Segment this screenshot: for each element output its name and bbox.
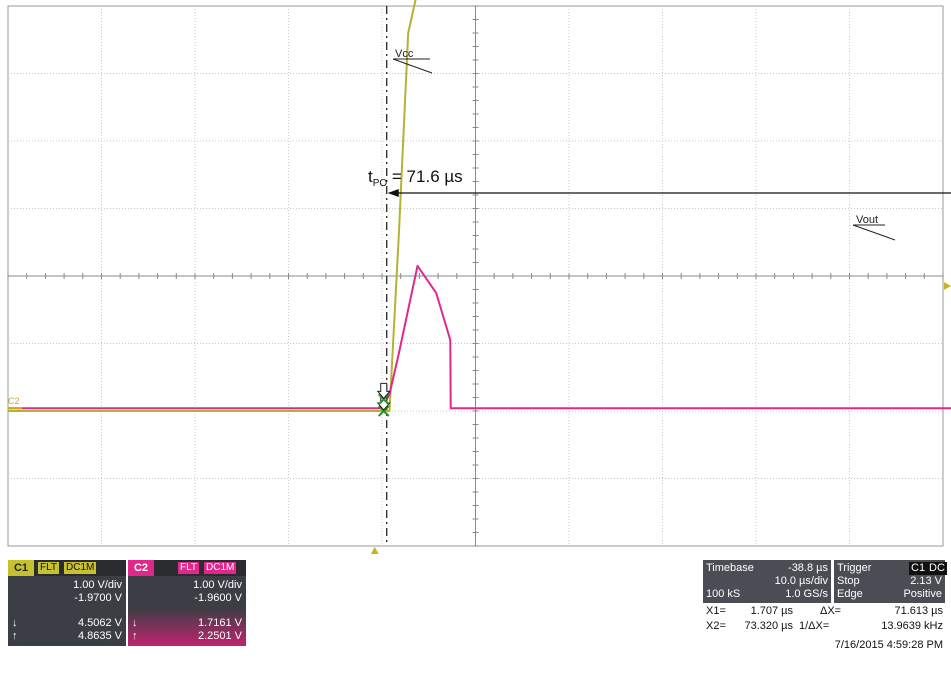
channel-c2-coupling-badge: DC1M (204, 562, 237, 574)
measurement-subscript: PO (373, 178, 388, 189)
channel-c2-cursor2: 2.2501 V (197, 630, 242, 642)
timebase-panel[interactable]: Timebase -38.8 µs 10.0 µs/div 100 kS 1.0… (703, 560, 831, 603)
cursor-dx-label: ΔX= (820, 605, 842, 617)
channel-c2-cursor1: 1.7161 V (197, 617, 242, 629)
cursor-inverse-value: 13.9639 kHz (881, 620, 943, 632)
channel-c1-cursor2: 4.8635 V (77, 630, 122, 642)
channel-c2-flt-badge: FLT (178, 562, 200, 574)
channel-c1-vdiv: 1.00 V/div (73, 579, 122, 591)
measurement-arrowhead-left (387, 189, 399, 197)
timebase-delay: -38.8 µs (788, 562, 828, 574)
trigger-level: 2.13 V (910, 575, 942, 587)
series-label-vout: Vout (856, 214, 878, 226)
channel-c1-flt-badge: FLT (38, 562, 60, 574)
channel-c1-panel[interactable]: C1 FLT DC1M 1.00 V/div -1.9700 V ↓ 4.506… (8, 560, 126, 646)
series-line-vout (8, 264, 951, 410)
channel-c2-cursor1-arrow: ↓ (132, 617, 138, 629)
timebase-samples: 100 kS (706, 588, 741, 600)
leader-line-vout (852, 224, 896, 241)
channel-c2-cursor2-arrow: ↑ (132, 630, 138, 642)
measurement-symbol: t (368, 167, 373, 186)
trigger-coupling-badge: DC (927, 562, 947, 575)
channel-c1-cursor2-arrow: ↑ (12, 630, 18, 642)
traces (8, 0, 951, 412)
timestamp: 7/16/2015 4:59:28 PM (834, 639, 943, 651)
cursor-inverse-label: 1/ΔX= (799, 620, 830, 632)
trigger-slope: Positive (903, 588, 942, 600)
channel-c1-coupling-badge: DC1M (64, 562, 97, 574)
cursor-cross-marker (378, 405, 390, 417)
graticule (7, 5, 944, 547)
trigger-level-marker (944, 282, 951, 290)
timebase-rate: 1.0 GS/s (785, 588, 828, 600)
cursor-down-arrow-marker (376, 382, 391, 400)
channel-c1-cursor1-arrow: ↓ (12, 617, 18, 629)
trigger-channel-badge: C1 (909, 562, 928, 575)
trigger-position-marker (370, 547, 379, 554)
series-label-vcc: Vcc (395, 48, 414, 60)
channel-c2-vdiv: 1.00 V/div (193, 579, 242, 591)
timebase-div: 10.0 µs/div (774, 575, 828, 587)
trigger-label: Trigger (837, 562, 872, 574)
leader-line-vcc (392, 58, 433, 74)
timebase-label: Timebase (706, 562, 754, 574)
trigger-mode: Stop (837, 575, 860, 587)
c2-offset-label: C2 (8, 396, 20, 406)
measurement-value: = 71.6 µs (387, 167, 462, 186)
series-line-vcc (8, 0, 417, 412)
cursor-x2-value: 73.320 µs (744, 620, 793, 632)
channel-c1-name: C1 (8, 560, 34, 576)
channel-c1-offset: -1.9700 V (74, 592, 122, 604)
markers (8, 58, 951, 554)
cursors (386, 6, 951, 546)
channel-c2-name: C2 (128, 560, 154, 576)
cursor-x1-value: 1.707 µs (750, 605, 793, 617)
cursor-cross-marker (378, 393, 390, 406)
cursor-x2-label: X2= (706, 620, 726, 632)
channel-c2-offset: -1.9600 V (194, 592, 242, 604)
cursor-dx-value: 71.613 µs (894, 605, 943, 617)
channel-c1-cursor1: 4.5062 V (77, 617, 122, 629)
measurement-annotation: tPO = 71.6 µs (368, 167, 463, 189)
trigger-type: Edge (837, 588, 863, 600)
trigger-panel[interactable]: Trigger C1 DC Stop 2.13 V Edge Positive (834, 560, 947, 603)
channel-c2-panel[interactable]: C2 FLT DC1M 1.00 V/div -1.9600 V ↓ 1.716… (128, 560, 246, 646)
cursor-x1-label: X1= (706, 605, 726, 617)
